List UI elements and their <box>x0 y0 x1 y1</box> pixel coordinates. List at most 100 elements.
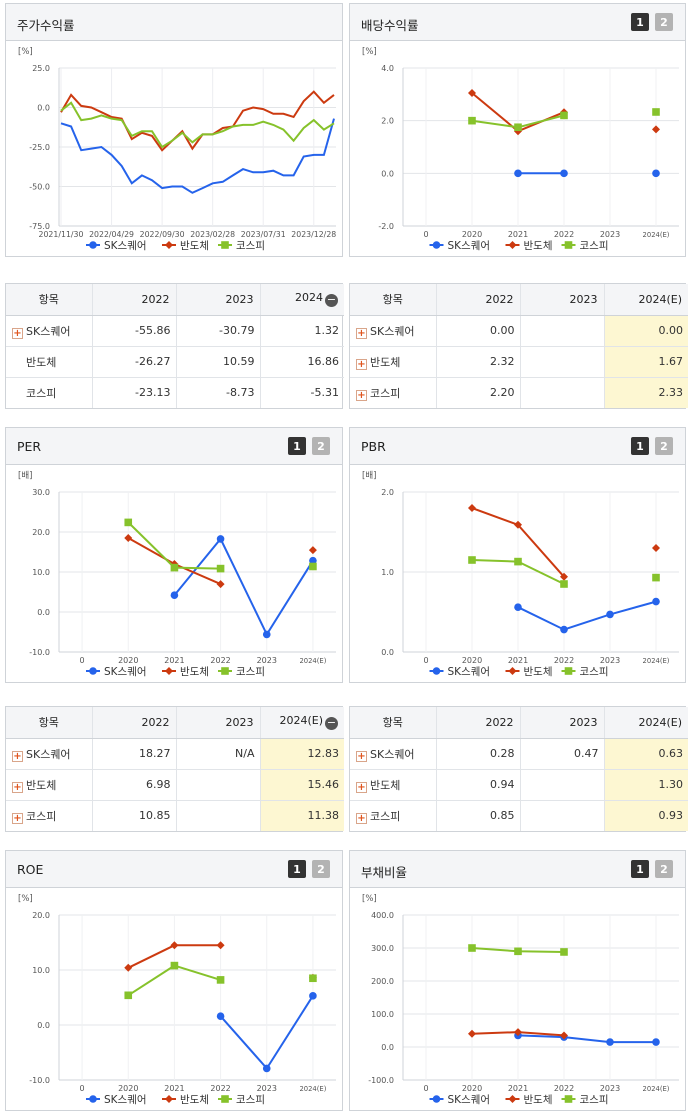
row-label[interactable]: 코스피 <box>6 377 92 408</box>
row-label[interactable]: + 반도체 <box>350 346 436 378</box>
tab-2[interactable]: 2 <box>655 437 673 455</box>
expand-icon[interactable]: + <box>12 812 23 824</box>
table-cell: 0.00 <box>603 315 688 347</box>
data-point <box>309 992 317 1000</box>
legend-label[interactable]: 반도체 <box>180 240 209 252</box>
header-label: 2023 <box>225 715 254 729</box>
legend-label[interactable]: 반도체 <box>524 240 553 252</box>
tab-1[interactable]: 1 <box>288 860 306 878</box>
header-label: 2022 <box>485 292 514 306</box>
y-tick-label: 2.0 <box>381 488 394 497</box>
legend-label[interactable]: 코스피 <box>580 240 609 252</box>
header-label: 항목 <box>38 293 59 307</box>
row-label[interactable]: + 반도체 <box>350 769 436 801</box>
legend-label[interactable]: SK스퀘어 <box>104 1094 147 1106</box>
y-tick-label: 10.0 <box>32 568 50 577</box>
table-cell <box>519 315 604 347</box>
tab-1[interactable]: 1 <box>631 860 649 878</box>
expand-icon[interactable]: + <box>12 327 23 339</box>
x-tick-label: 2022 <box>210 1084 230 1093</box>
view-tabs: 1 2 <box>631 437 673 455</box>
row-label[interactable]: 반도체 <box>6 346 92 378</box>
legend-label[interactable]: 반도체 <box>180 666 209 678</box>
row-label[interactable]: + SK스퀘어 <box>350 315 436 347</box>
legend-label[interactable]: 코스피 <box>236 666 265 678</box>
tab-2[interactable]: 2 <box>312 437 330 455</box>
tab-1[interactable]: 1 <box>288 437 306 455</box>
expand-icon[interactable]: + <box>356 812 367 824</box>
legend-label[interactable]: 반도체 <box>524 666 553 678</box>
collapse-icon[interactable]: − <box>325 293 338 308</box>
data-point <box>468 556 476 564</box>
data-point <box>124 518 133 527</box>
expand-icon[interactable]: + <box>356 327 367 339</box>
x-tick-label: 2022 <box>554 230 574 239</box>
legend-label[interactable]: 코스피 <box>580 1094 609 1106</box>
legend-label[interactable]: 코스피 <box>580 666 609 678</box>
x-tick-label: 2022 <box>210 656 230 665</box>
y-tick-label: 400.0 <box>371 911 394 920</box>
dividend-yield-chart: [%] 4.0 2.0 0.0 -2.0 0 2020 2021 2022 2023 2024(E)… <box>362 47 679 252</box>
y-tick-label: -10.0 <box>29 648 50 657</box>
legend-label[interactable]: SK스퀘어 <box>448 1094 491 1106</box>
column-header: 항목 <box>6 284 92 316</box>
tab-2[interactable]: 2 <box>655 860 673 878</box>
per-panel: PER 1 2 [배] 30.0 20.0 10.0 0.0 -10.0 0 2020 2021… <box>5 427 343 683</box>
legend-label[interactable]: SK스퀘어 <box>104 240 147 252</box>
legend-label[interactable]: 반도체 <box>180 1094 209 1106</box>
row-label[interactable]: + SK스퀘어 <box>6 738 92 770</box>
x-tick-label: 2023/12/28 <box>291 230 336 239</box>
legend-label[interactable]: SK스퀘어 <box>448 240 491 252</box>
tab-1[interactable]: 1 <box>631 13 649 31</box>
table-cell: -5.31 <box>259 377 344 408</box>
unit-label: [배] <box>18 471 32 481</box>
tab-2[interactable]: 2 <box>312 860 330 878</box>
table-row: + 반도체 2.32 1.67 <box>350 346 688 378</box>
row-label[interactable]: + SK스퀘어 <box>350 738 436 770</box>
legend-label[interactable]: 코스피 <box>236 240 265 252</box>
unit-label: [배] <box>362 471 376 481</box>
expand-icon[interactable]: + <box>12 781 23 793</box>
expand-icon[interactable]: + <box>356 781 367 793</box>
x-tick-label: 0 <box>423 656 428 665</box>
x-tick-label: 2024(E) <box>643 657 670 665</box>
header-label: 2024(E) <box>279 714 323 728</box>
unit-label: [%] <box>362 894 377 904</box>
unit-label: [%] <box>18 894 33 904</box>
row-label[interactable]: + 반도체 <box>6 769 92 801</box>
legend-label[interactable]: 코스피 <box>236 1094 265 1106</box>
row-name: SK스퀘어 <box>370 324 415 338</box>
y-tick-label: 200.0 <box>371 977 394 986</box>
data-point <box>170 563 179 572</box>
data-point <box>216 580 225 589</box>
row-label[interactable]: + 코스피 <box>6 800 92 831</box>
row-label[interactable]: + 코스피 <box>350 800 436 831</box>
table-cell: -26.27 <box>91 346 176 378</box>
legend-marker <box>165 241 173 249</box>
expand-icon[interactable]: + <box>356 750 367 762</box>
data-point <box>468 1029 476 1038</box>
tab-2[interactable]: 2 <box>655 13 673 31</box>
per-table: 항목 2022 2023 2024(E) − + SK스퀘어 18.27 N/A 12.83 + 반도… <box>6 707 344 831</box>
legend-label[interactable]: SK스퀘어 <box>104 666 147 678</box>
roe-panel: ROE 1 2 [%] 20.0 10.0 0.0 -10.0 0 2020 2021 2022… <box>5 850 343 1111</box>
column-header: 항목 <box>350 707 436 739</box>
legend-label[interactable]: SK스퀘어 <box>448 666 491 678</box>
tab-1[interactable]: 1 <box>631 437 649 455</box>
table-cell: 0.93 <box>603 800 688 831</box>
table-row: + SK스퀘어 0.28 0.47 0.63 <box>350 738 688 770</box>
legend-marker <box>89 667 97 675</box>
view-tabs: 1 2 <box>288 860 330 878</box>
data-point <box>560 948 568 956</box>
expand-icon[interactable]: + <box>356 358 367 370</box>
data-point <box>514 520 522 529</box>
expand-icon[interactable]: + <box>12 750 23 762</box>
header-label: 2022 <box>141 715 170 729</box>
expand-icon[interactable]: + <box>356 389 367 401</box>
collapse-icon[interactable]: − <box>325 716 338 731</box>
row-label[interactable]: + 코스피 <box>350 377 436 408</box>
legend-label[interactable]: 반도체 <box>524 1094 553 1106</box>
row-label[interactable]: + SK스퀘어 <box>6 315 92 347</box>
x-tick-label: 2024(E) <box>299 1085 326 1093</box>
